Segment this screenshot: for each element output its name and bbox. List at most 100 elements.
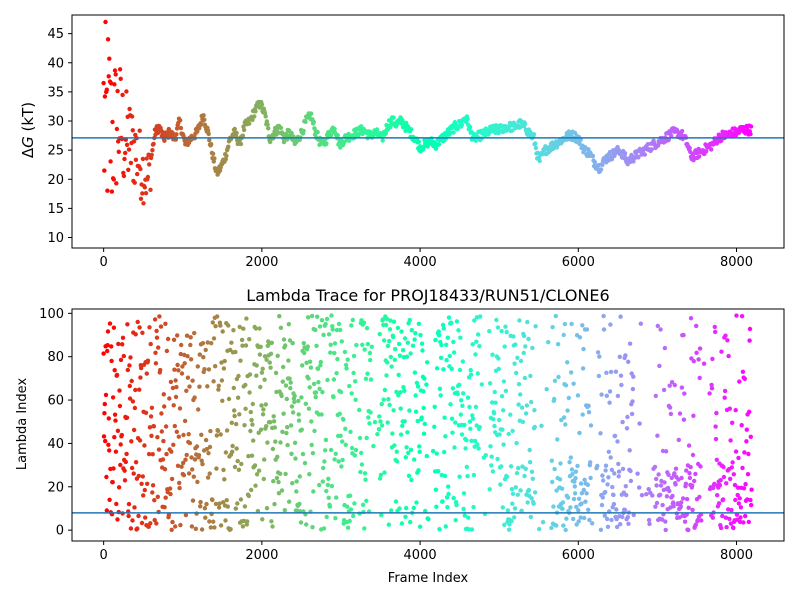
lambda-point	[572, 484, 577, 489]
lambda-point	[568, 505, 573, 510]
lambda-point	[628, 478, 634, 484]
lambda-point	[413, 393, 418, 398]
lambda-point	[102, 411, 107, 416]
dg-point	[592, 160, 597, 165]
lambda-point	[106, 442, 111, 447]
lambda-point	[160, 457, 166, 462]
dg-point	[162, 138, 167, 143]
lambda-point	[735, 492, 740, 498]
lambda-point	[392, 443, 397, 448]
lambda-point	[142, 487, 147, 493]
lambda-point	[472, 318, 477, 323]
lambda-point	[409, 328, 414, 333]
lambda-point	[657, 363, 662, 369]
dg-point	[328, 133, 334, 138]
lambda-point	[179, 342, 184, 348]
lambda-point	[457, 382, 462, 387]
lambda-point	[336, 459, 341, 464]
lambda-point	[577, 430, 582, 436]
dg-point	[425, 144, 430, 149]
lambda-point	[728, 438, 733, 443]
lambda-point	[403, 455, 408, 460]
lambda-point	[217, 501, 222, 506]
lambda-point	[555, 342, 561, 347]
lambda-point	[324, 316, 330, 322]
lambda-point	[336, 321, 342, 327]
lambda-point	[415, 384, 421, 389]
lambda-point	[393, 346, 398, 352]
lambda-point	[624, 426, 630, 431]
lambda-point	[348, 507, 354, 512]
lambda-point	[466, 515, 471, 520]
lambda-point	[194, 444, 200, 449]
lambda-point	[446, 491, 451, 497]
lambda-point	[297, 474, 302, 479]
lambda-point	[241, 326, 246, 331]
lambda-point	[231, 328, 236, 333]
lambda-point	[224, 498, 229, 503]
lambda-point	[236, 373, 241, 379]
lambda-point	[213, 364, 218, 369]
lambda-point	[614, 516, 619, 522]
lambda-point	[699, 518, 704, 523]
lambda-point	[268, 420, 273, 425]
lambda-point	[394, 389, 399, 395]
dg-point	[126, 147, 132, 152]
lambda-point	[262, 457, 267, 462]
dg-point	[102, 168, 107, 173]
lambda-point	[184, 333, 190, 338]
lambda-point	[457, 474, 462, 479]
lambda-point	[432, 404, 437, 409]
lambda-point	[307, 472, 312, 477]
lambda-point	[384, 373, 389, 378]
lambda-point	[274, 475, 280, 481]
lambda-point	[663, 527, 668, 533]
lambda-point	[278, 440, 283, 445]
lambda-point	[140, 330, 145, 335]
lambda-point	[682, 519, 688, 524]
lambda-point	[584, 491, 589, 496]
lambda-point	[113, 418, 118, 423]
lambda-point	[353, 397, 358, 402]
lambda-point	[388, 354, 393, 360]
lambda-point	[734, 313, 739, 318]
dg-point	[132, 180, 137, 185]
lambda-point	[637, 485, 642, 490]
lambda-point	[563, 383, 569, 388]
lambda-point	[123, 459, 128, 465]
lambda-point	[324, 488, 329, 494]
lambda-point	[453, 518, 458, 523]
lambda-point	[585, 482, 590, 487]
lambda-point	[156, 447, 162, 452]
lambda-point	[523, 344, 528, 349]
lambda-point	[588, 460, 593, 465]
lambda-point	[397, 353, 403, 358]
lambda-point	[724, 481, 729, 486]
lambda-point	[728, 521, 734, 526]
lambda-point	[507, 522, 512, 527]
lambda-point	[520, 464, 525, 469]
lambda-point	[247, 372, 253, 377]
lambda-point	[232, 413, 237, 419]
lambda-point	[605, 524, 611, 529]
lambda-point	[118, 462, 123, 468]
lambda-point	[526, 336, 531, 342]
y-tick-label: 30	[47, 115, 64, 130]
lambda-point	[331, 394, 336, 400]
lambda-point	[687, 475, 693, 481]
lambda-point	[221, 366, 227, 371]
lambda-point	[239, 461, 244, 467]
lambda-point	[260, 517, 265, 522]
lambda-point	[302, 350, 307, 356]
dg-point	[120, 92, 125, 98]
lambda-point	[407, 317, 412, 323]
lambda-point	[253, 326, 259, 331]
lambda-point	[173, 524, 178, 529]
lambda-point	[436, 329, 441, 334]
lambda-point	[104, 508, 110, 513]
lambda-point	[150, 483, 156, 488]
lambda-point	[357, 407, 362, 413]
lambda-point	[366, 415, 371, 420]
lambda-point	[679, 500, 684, 505]
lambda-point	[677, 411, 683, 416]
